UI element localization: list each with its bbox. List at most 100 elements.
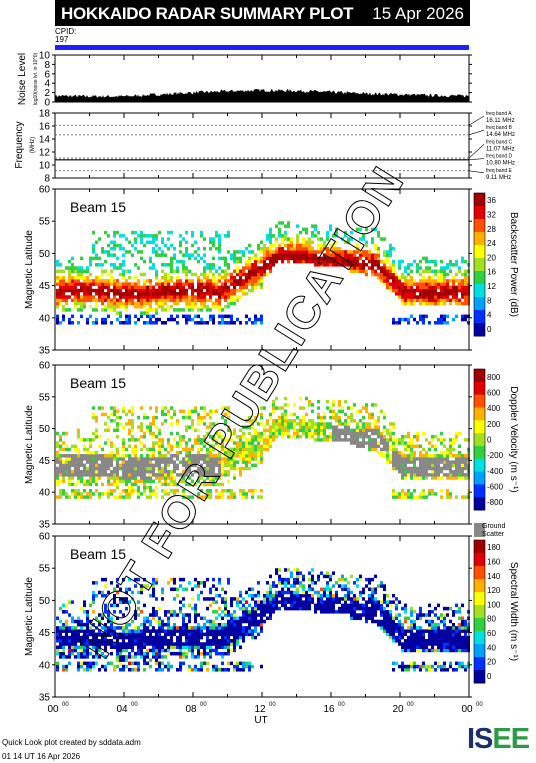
width-cell [215,622,218,627]
velocity-cell [239,457,242,461]
power-cell [233,285,236,290]
width-cell [239,606,242,611]
width-cell [236,629,239,633]
plot-title: HOKKAIDO RADAR SUMMARY PLOT [61,4,354,23]
velocity-cell [398,492,401,496]
width-cell [98,629,101,633]
width-cell [245,610,248,614]
width-cell [149,629,152,633]
power-cell [56,298,59,302]
velocity-cell [149,495,152,499]
power-cell [461,259,464,264]
power-cell [182,266,185,270]
velocity-cell [299,419,302,423]
width-cell [248,632,251,637]
width-cell [293,577,296,582]
velocity-cell [392,466,395,471]
velocity-cell [200,489,203,493]
velocity-cell [221,466,224,471]
velocity-cell [170,422,173,426]
power-cell [254,285,257,290]
velocity-cell [251,492,254,496]
velocity-cell [425,460,428,464]
velocity-cell [371,428,374,433]
power-cell [191,292,194,296]
width-cell [311,597,314,601]
power-cell [404,301,407,306]
width-cell [365,610,368,614]
power-cell [77,301,80,306]
width-cell [374,600,377,604]
power-cell [95,279,98,283]
velocity-cell [191,463,194,468]
width-cell [323,587,326,592]
width-cell [239,600,242,604]
width-cell [359,593,362,598]
power-cell [269,259,272,264]
velocity-cell [206,460,209,464]
width-cell [89,651,92,656]
width-cell [131,645,134,649]
power-cell [386,285,389,290]
power-cell [173,295,176,299]
velocity-cell [245,444,248,448]
width-cell [161,661,164,666]
power-cell [404,295,407,299]
power-cell [326,256,329,261]
width-cell [113,632,116,637]
power-cell [443,288,446,293]
power-cell [194,298,197,302]
velocity-cbar-cell [474,471,485,485]
width-cell [149,613,152,617]
velocity-cell [299,425,302,429]
width-cell [140,648,143,653]
width-cell [194,645,197,649]
power-cell [350,230,353,235]
velocity-cell [410,495,413,499]
power-cell [269,240,272,245]
velocity-cell [128,444,131,448]
velocity-cell [260,431,263,436]
power-cell [290,256,293,261]
power-cell [224,256,227,261]
power-cell [65,295,68,299]
power-cell [347,240,350,245]
velocity-cell [221,434,224,439]
velocity-cell [206,492,209,496]
power-cells [56,221,470,325]
power-cell [149,292,152,296]
power-cell [359,237,362,241]
width-cell [245,600,248,604]
power-cell [188,269,191,274]
velocity-cell [278,425,281,429]
velocity-cell [62,454,65,458]
power-cell [185,269,188,274]
power-cell [104,230,107,235]
power-cell [128,250,131,254]
velocity-cell [185,447,188,452]
velocity-cell [194,409,197,413]
power-cell [398,259,401,264]
width-cell [284,600,287,604]
velocity-cell [122,457,125,461]
velocity-cell [197,419,200,423]
power-cell [137,285,140,290]
width-cell [233,642,236,646]
velocity-cell [224,489,227,493]
width-cell [68,642,71,646]
velocity-cell [317,422,320,426]
velocity-cell [173,412,176,417]
power-cell [77,288,80,293]
width-cell [104,626,107,630]
power-cell [227,295,230,299]
power-cell [356,243,359,248]
width-cell [317,590,320,595]
power-cell [434,279,437,283]
velocity-cell [416,444,419,448]
width-cell [194,577,197,582]
width-cell [107,639,110,643]
width-cell [329,603,332,608]
width-cell [332,593,335,598]
power-cell [107,253,110,257]
velocity-cell [335,438,338,442]
